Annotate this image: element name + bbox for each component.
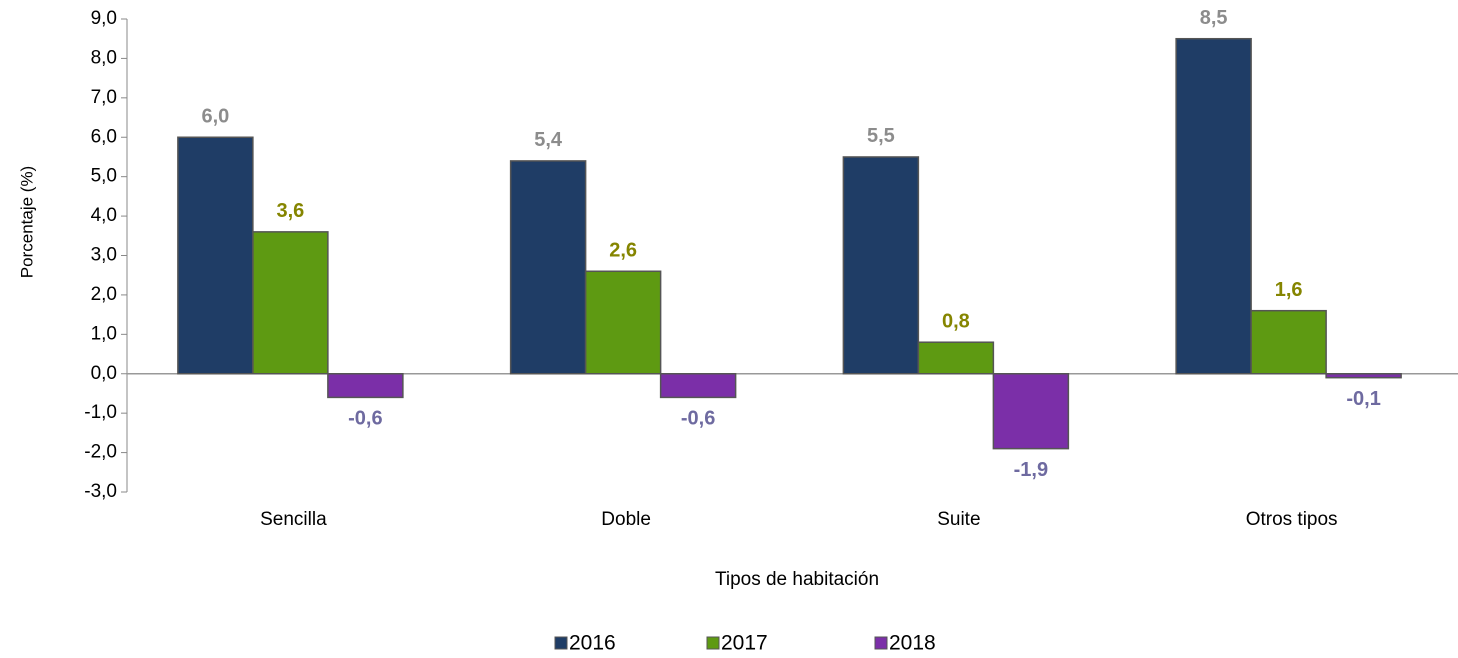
y-tick-label: 9,0 (91, 8, 117, 29)
value-label: -0,1 (1346, 388, 1380, 410)
value-label: 5,5 (867, 125, 895, 147)
x-axis-title: Tipos de habitación (715, 569, 879, 590)
bar (842, 156, 920, 375)
y-tick-label: 0,0 (91, 363, 117, 384)
y-tick-label: 7,0 (91, 87, 117, 108)
y-tick-label: 6,0 (91, 126, 117, 147)
x-tick-label: Sencilla (260, 509, 327, 530)
y-tick-label: -1,0 (84, 402, 117, 423)
y-axis-title: Porcentaje (%) (17, 166, 36, 278)
legend-label: 2017 (721, 632, 768, 653)
bar (509, 160, 587, 375)
bar (917, 341, 995, 375)
value-label: -0,6 (681, 408, 715, 430)
value-label: 6,0 (201, 106, 229, 128)
value-label: -1,9 (1014, 459, 1048, 481)
value-label: 3,6 (276, 200, 304, 222)
legend-swatch (706, 636, 720, 650)
value-label: -0,6 (348, 408, 382, 430)
value-label: 0,8 (942, 310, 970, 332)
y-tick-label: 8,0 (91, 47, 117, 68)
value-label: 1,6 (1275, 279, 1303, 301)
y-tick-label: 2,0 (91, 284, 117, 305)
bar (252, 231, 329, 375)
y-tick-label: 3,0 (91, 245, 117, 266)
bar (992, 373, 1070, 450)
legend-swatch (554, 636, 568, 650)
bar (177, 136, 254, 375)
bar (1325, 373, 1402, 379)
bar (327, 373, 404, 399)
legend-swatch (874, 636, 888, 650)
x-tick-label: Doble (601, 509, 651, 530)
bar (1250, 309, 1327, 375)
value-label: 8,5 (1200, 7, 1228, 29)
x-tick-label: Suite (937, 509, 980, 530)
y-tick-label: 5,0 (91, 166, 117, 187)
y-tick-label: 4,0 (91, 205, 117, 226)
y-tick-label: -2,0 (84, 442, 117, 463)
y-tick-label: 1,0 (91, 323, 117, 344)
bar (1175, 37, 1252, 375)
value-label: 5,4 (534, 129, 563, 151)
bar (584, 270, 662, 375)
bar (659, 373, 737, 399)
x-tick-label: Otros tipos (1246, 509, 1338, 530)
value-label: 2,6 (609, 240, 637, 262)
y-tick-label: -3,0 (84, 481, 117, 502)
legend-label: 2018 (889, 632, 936, 653)
legend-label: 2016 (569, 632, 616, 653)
